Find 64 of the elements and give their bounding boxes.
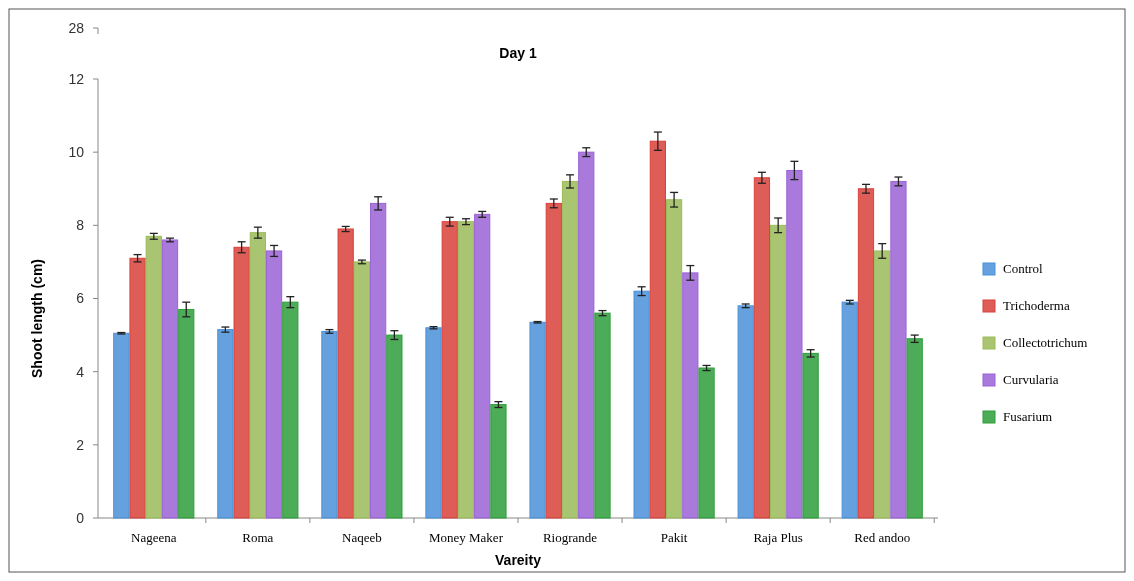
bar: [594, 312, 611, 519]
y-tick-label: 0: [76, 509, 85, 526]
y-tick-label: 2: [76, 436, 85, 453]
bar: [386, 334, 403, 519]
bar: [561, 180, 579, 519]
bar: [737, 305, 754, 519]
bar: [217, 329, 234, 519]
bar: [802, 352, 819, 519]
bar: [578, 151, 595, 519]
bar: [874, 250, 891, 519]
bar: [353, 261, 371, 519]
bar: [633, 290, 650, 519]
bar: [249, 232, 266, 519]
x-tick-label: Money Maker: [428, 530, 504, 545]
bar: [890, 180, 907, 519]
bar: [178, 308, 195, 519]
legend-label: Fusarium: [1003, 409, 1053, 424]
bar: [545, 202, 562, 519]
y-tick-label: 8: [76, 217, 85, 234]
bar: [145, 235, 162, 519]
bar: [425, 327, 442, 519]
bar: [770, 224, 787, 519]
bar: [529, 321, 546, 519]
x-tick-label: Pakit: [660, 530, 688, 545]
legend-label: Trichoderma: [1003, 298, 1070, 313]
bar: [370, 202, 387, 519]
bar: [857, 188, 875, 519]
y-tick-label: 12: [68, 70, 85, 87]
bar: [786, 169, 803, 519]
bar: [321, 330, 338, 519]
x-tick-label: Nageena: [131, 530, 177, 545]
x-tick-label: Red andoo: [854, 530, 911, 545]
bar: [474, 213, 491, 519]
bar: [337, 228, 354, 519]
bar: [649, 140, 666, 519]
bar: [129, 257, 146, 519]
legend-label: Collectotrichum: [1003, 335, 1088, 350]
bar: [265, 250, 283, 519]
x-tick-label: Riogrande: [542, 530, 598, 545]
y-axis-title: Shoot length (cm): [29, 259, 45, 378]
bar: [282, 301, 299, 519]
x-tick-label: Raja Plus: [753, 530, 803, 545]
x-tick-label: Roma: [242, 530, 274, 545]
x-tick-label: Naqeeb: [342, 530, 382, 545]
bar: [665, 199, 683, 519]
bar: [113, 332, 130, 519]
bar: [753, 177, 771, 519]
bar: [906, 338, 923, 519]
chart-title: Day 1: [499, 45, 537, 61]
legend-label: Curvularia: [1003, 372, 1059, 387]
bar: [841, 301, 858, 519]
text: 28: [68, 19, 85, 36]
bar: [161, 239, 179, 519]
y-tick-label: 6: [76, 290, 85, 307]
bar: [441, 221, 458, 519]
x-axis-title: Vareity: [495, 552, 542, 568]
bar: [457, 221, 475, 519]
bar: [233, 246, 250, 519]
legend-label: Control: [1003, 261, 1044, 276]
y-tick-label: 10: [68, 144, 85, 161]
bar: [490, 404, 507, 519]
bar: [682, 272, 699, 519]
bar: [698, 367, 715, 519]
y-tick-label: 4: [76, 363, 85, 380]
